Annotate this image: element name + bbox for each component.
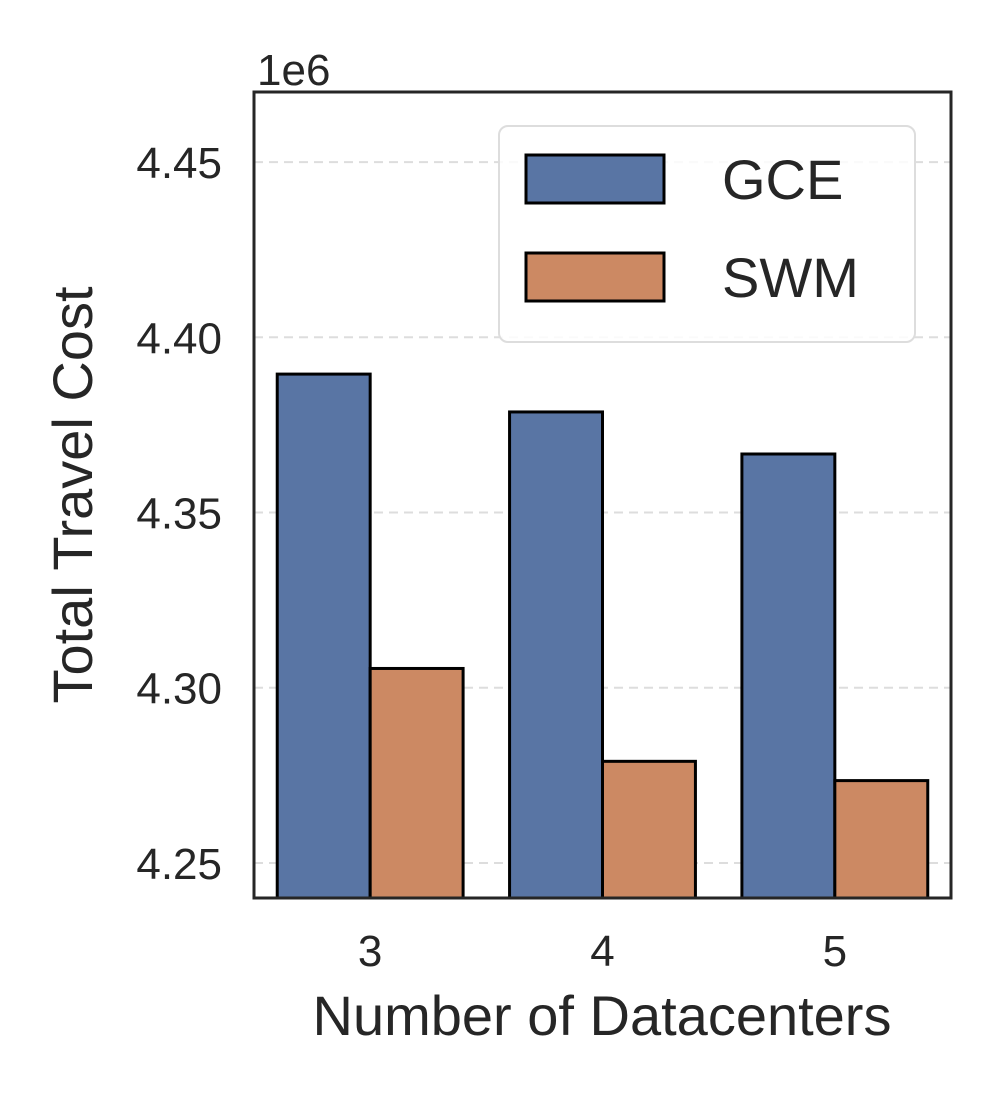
x-tick-label: 5: [823, 927, 847, 976]
legend-swatch-swm: [524, 251, 666, 303]
legend-label-gce: GCE: [722, 148, 843, 211]
x-tick-label: 3: [358, 927, 382, 976]
bar-swm-3: [368, 666, 465, 900]
bar-gce-3: [275, 372, 372, 900]
legend-label-swm: SWM: [722, 246, 859, 309]
y-axis-offset-text: 1e6: [257, 46, 330, 95]
y-tick-label: 4.45: [136, 139, 222, 188]
x-tick-label: 4: [590, 927, 614, 976]
bar-swm-4: [601, 759, 697, 900]
y-axis-label: Total Travel Cost: [41, 286, 104, 703]
bar-swm-5: [833, 779, 930, 900]
y-tick-label: 4.30: [136, 665, 222, 714]
bar-gce-4: [508, 410, 605, 900]
x-tick-labels: 3 4 5: [358, 927, 847, 976]
bars: [275, 372, 930, 900]
legend: GCE SWM: [498, 125, 916, 343]
x-axis-label: Number of Datacenters: [313, 984, 892, 1047]
legend-swatch-gce: [524, 153, 666, 205]
y-tick-label: 4.40: [136, 314, 222, 363]
plot-frame: [252, 90, 953, 900]
y-tick-label: 4.35: [136, 490, 222, 539]
y-tick-label: 4.25: [136, 840, 222, 889]
y-tick-labels: 4.25 4.30 4.35 4.40 4.45: [136, 139, 222, 889]
bar-gce-5: [740, 452, 837, 900]
